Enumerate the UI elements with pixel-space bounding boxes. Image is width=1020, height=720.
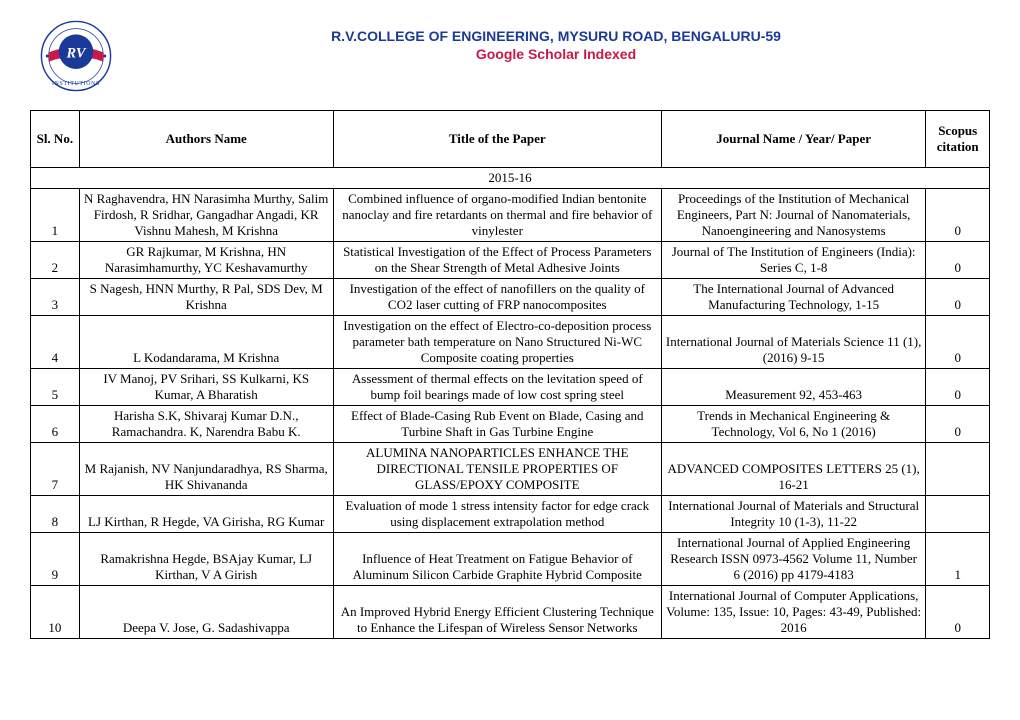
year-section-row: 2015-16 [31, 168, 990, 189]
table-row: 5IV Manoj, PV Srihari, SS Kulkarni, KS K… [31, 369, 990, 406]
institution-logo: RV INSTITUTIONS [40, 20, 112, 92]
cell-scopus [926, 443, 990, 496]
page-header: RV INSTITUTIONS R.V.COLLEGE OF ENGINEERI… [30, 20, 990, 92]
cell-journal: International Journal of Materials Scien… [661, 316, 926, 369]
cell-authors: Harisha S.K, Shivaraj Kumar D.N., Ramach… [79, 406, 333, 443]
cell-scopus: 0 [926, 586, 990, 639]
cell-authors: IV Manoj, PV Srihari, SS Kulkarni, KS Ku… [79, 369, 333, 406]
cell-authors: N Raghavendra, HN Narasimha Murthy, Sali… [79, 189, 333, 242]
table-row: 6Harisha S.K, Shivaraj Kumar D.N., Ramac… [31, 406, 990, 443]
cell-journal: International Journal of Applied Enginee… [661, 533, 926, 586]
col-header-scopus: Scopus citation [926, 111, 990, 168]
cell-scopus: 0 [926, 406, 990, 443]
table-header-row: Sl. No. Authors Name Title of the Paper … [31, 111, 990, 168]
cell-authors: Ramakrishna Hegde, BSAjay Kumar, LJ Kirt… [79, 533, 333, 586]
cell-title: ALUMINA NANOPARTICLES ENHANCE THE DIRECT… [333, 443, 661, 496]
cell-journal: International Journal of Materials and S… [661, 496, 926, 533]
cell-title: Statistical Investigation of the Effect … [333, 242, 661, 279]
cell-title: An Improved Hybrid Energy Efficient Clus… [333, 586, 661, 639]
cell-scopus: 0 [926, 316, 990, 369]
cell-authors: M Rajanish, NV Nanjundaradhya, RS Sharma… [79, 443, 333, 496]
cell-title: Influence of Heat Treatment on Fatigue B… [333, 533, 661, 586]
cell-authors: L Kodandarama, M Krishna [79, 316, 333, 369]
cell-sl: 7 [31, 443, 80, 496]
header-title-line2: Google Scholar Indexed [122, 46, 990, 62]
cell-journal: Proceedings of the Institution of Mechan… [661, 189, 926, 242]
cell-journal: International Journal of Computer Applic… [661, 586, 926, 639]
cell-sl: 2 [31, 242, 80, 279]
svg-text:INSTITUTIONS: INSTITUTIONS [52, 81, 100, 87]
cell-journal: Journal of The Institution of Engineers … [661, 242, 926, 279]
cell-scopus: 0 [926, 279, 990, 316]
papers-table: Sl. No. Authors Name Title of the Paper … [30, 110, 990, 639]
table-row: 2GR Rajkumar, M Krishna, HN Narasimhamur… [31, 242, 990, 279]
cell-authors: LJ Kirthan, R Hegde, VA Girisha, RG Kuma… [79, 496, 333, 533]
table-row: 8LJ Kirthan, R Hegde, VA Girisha, RG Kum… [31, 496, 990, 533]
cell-title: Assessment of thermal effects on the lev… [333, 369, 661, 406]
cell-title: Combined influence of organo-modified In… [333, 189, 661, 242]
cell-sl: 4 [31, 316, 80, 369]
cell-scopus: 0 [926, 189, 990, 242]
cell-title: Effect of Blade-Casing Rub Event on Blad… [333, 406, 661, 443]
cell-journal: ADVANCED COMPOSITES LETTERS 25 (1), 16-2… [661, 443, 926, 496]
cell-scopus: 1 [926, 533, 990, 586]
col-header-journal: Journal Name / Year/ Paper [661, 111, 926, 168]
cell-title: Evaluation of mode 1 stress intensity fa… [333, 496, 661, 533]
table-row: 7M Rajanish, NV Nanjundaradhya, RS Sharm… [31, 443, 990, 496]
col-header-authors: Authors Name [79, 111, 333, 168]
col-header-sl: Sl. No. [31, 111, 80, 168]
cell-sl: 1 [31, 189, 80, 242]
cell-sl: 10 [31, 586, 80, 639]
table-row: 10Deepa V. Jose, G. SadashivappaAn Impro… [31, 586, 990, 639]
cell-journal: Trends in Mechanical Engineering & Techn… [661, 406, 926, 443]
table-row: 1N Raghavendra, HN Narasimha Murthy, Sal… [31, 189, 990, 242]
cell-sl: 5 [31, 369, 80, 406]
cell-journal: Measurement 92, 453-463 [661, 369, 926, 406]
table-row: 3S Nagesh, HNN Murthy, R Pal, SDS Dev, M… [31, 279, 990, 316]
year-section-label: 2015-16 [31, 168, 990, 189]
cell-sl: 9 [31, 533, 80, 586]
cell-title: Investigation of the effect of nanofille… [333, 279, 661, 316]
cell-journal: The International Journal of Advanced Ma… [661, 279, 926, 316]
cell-sl: 3 [31, 279, 80, 316]
cell-scopus [926, 496, 990, 533]
cell-authors: GR Rajkumar, M Krishna, HN Narasimhamurt… [79, 242, 333, 279]
col-header-title: Title of the Paper [333, 111, 661, 168]
cell-sl: 8 [31, 496, 80, 533]
cell-scopus: 0 [926, 242, 990, 279]
cell-title: Investigation on the effect of Electro-c… [333, 316, 661, 369]
table-row: 9Ramakrishna Hegde, BSAjay Kumar, LJ Kir… [31, 533, 990, 586]
cell-scopus: 0 [926, 369, 990, 406]
cell-authors: Deepa V. Jose, G. Sadashivappa [79, 586, 333, 639]
table-row: 4L Kodandarama, M KrishnaInvestigation o… [31, 316, 990, 369]
svg-text:RV: RV [66, 45, 87, 61]
header-title-line1: R.V.COLLEGE OF ENGINEERING, MYSURU ROAD,… [122, 28, 990, 44]
cell-authors: S Nagesh, HNN Murthy, R Pal, SDS Dev, M … [79, 279, 333, 316]
cell-sl: 6 [31, 406, 80, 443]
header-text-block: R.V.COLLEGE OF ENGINEERING, MYSURU ROAD,… [122, 20, 990, 62]
